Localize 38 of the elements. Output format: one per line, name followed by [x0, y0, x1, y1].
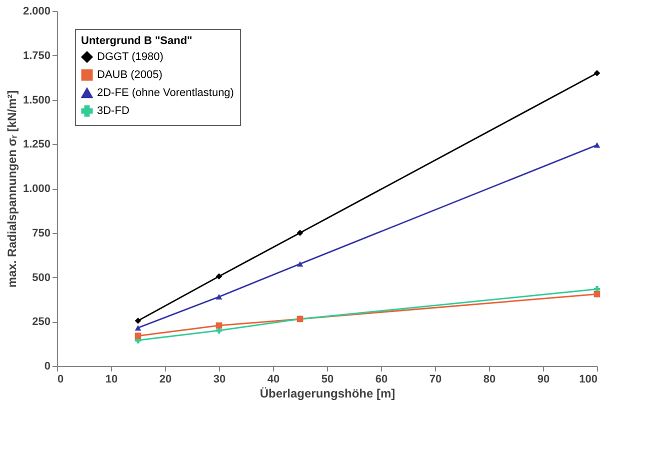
- legend-label: 2D-FE (ohne Vorentlastung): [97, 87, 234, 99]
- legend-label: DAUB (2005): [97, 69, 162, 81]
- x-tick-label: 70: [429, 374, 442, 386]
- x-tick-label: 10: [105, 374, 118, 386]
- point: [594, 70, 600, 76]
- point: [594, 290, 600, 298]
- point: [134, 325, 142, 331]
- point: [216, 294, 222, 300]
- x-tick-label: 20: [159, 374, 172, 386]
- y-tick-label: 750: [32, 227, 50, 240]
- y-tick-label: 250: [32, 316, 50, 328]
- point: [216, 273, 222, 280]
- y-tick-label: 2.000: [22, 6, 50, 18]
- y-tick-label: 1.000: [22, 183, 50, 195]
- x-tick-label: 50: [321, 374, 334, 386]
- x-tick-label: 60: [375, 374, 388, 386]
- x-axis-title: Überlagerungshöhe [m]: [260, 386, 396, 400]
- legend-label: 3D-FD: [97, 105, 130, 117]
- legend-label: DGGT (1980): [97, 51, 164, 63]
- x-tick-label: 90: [537, 374, 550, 386]
- point: [296, 261, 304, 267]
- y-tick-label: 1.500: [22, 94, 50, 106]
- point: [594, 142, 600, 148]
- point: [134, 318, 142, 324]
- x-tick-label: 100: [579, 374, 598, 386]
- legend-title: Untergrund B "Sand": [81, 35, 192, 47]
- y-tick-label: 0: [44, 360, 50, 372]
- x-tick-label: 0: [58, 374, 64, 386]
- y-tick-label: 1.750: [22, 50, 50, 62]
- y-tick-label: 500: [32, 272, 50, 284]
- point: [134, 332, 142, 339]
- x-tick-label: 40: [267, 374, 280, 386]
- x-tick-label: 80: [483, 374, 496, 386]
- y-axis-title: max. Radialspannungen σᵣ [kN/m²]: [4, 90, 19, 288]
- y-tick-label: 1.250: [22, 138, 50, 151]
- point: [216, 322, 222, 329]
- x-tick-label: 30: [213, 374, 226, 386]
- point: [296, 230, 304, 236]
